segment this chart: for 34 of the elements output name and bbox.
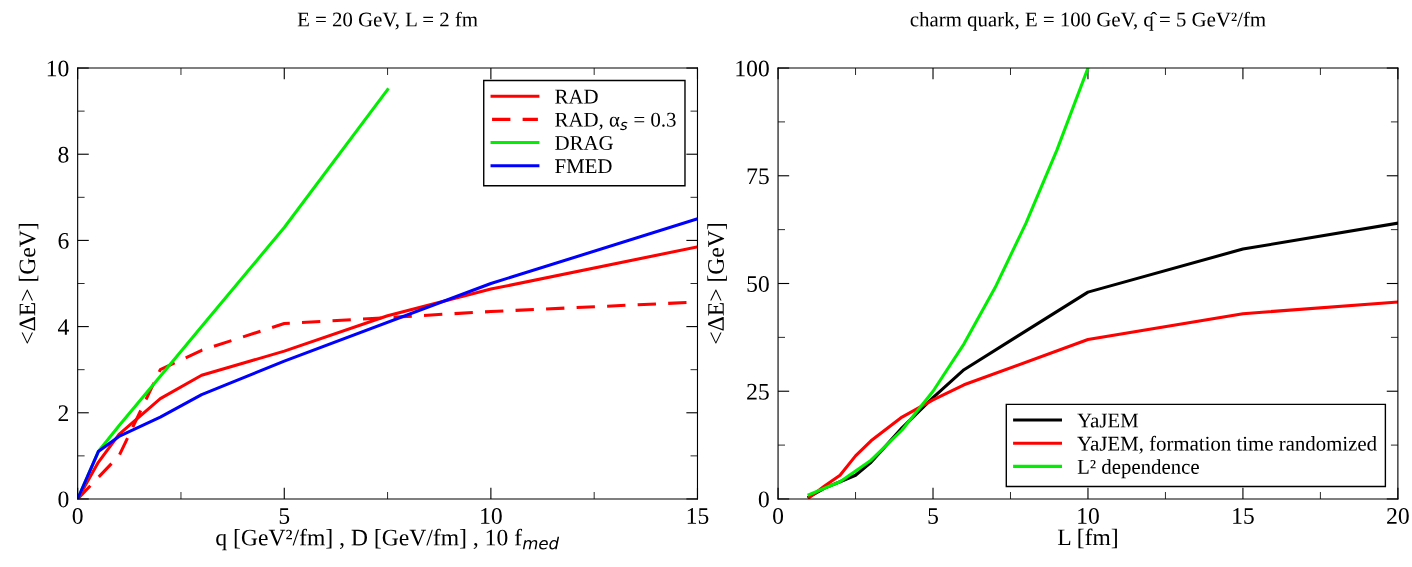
- x-tick-label: 10: [481, 507, 502, 524]
- y-tick-label: 4: [57, 319, 69, 335]
- legend-label: DRAG: [555, 136, 613, 151]
- x-axis-title: q [GeV²/fm] , D [GeV/fm] , 10 f$_{med}$: [216, 528, 560, 551]
- legend-label: RAD, α$_{s}$ = 0.3: [555, 112, 676, 131]
- y-tick-label: 75: [747, 168, 769, 185]
- chart-title: charm quark, E = 100 GeV, q̂ = 5 GeV²/fm: [910, 11, 1266, 31]
- y-tick-label: 10: [47, 60, 69, 77]
- y-tick-label: 25: [747, 383, 769, 400]
- x-tick-label: 15: [687, 508, 709, 524]
- legend-label: FMED: [555, 159, 612, 174]
- y-tick-label: 50: [747, 275, 769, 292]
- x-tick-label: 20: [1387, 507, 1409, 524]
- x-tick-label: 0: [773, 507, 784, 524]
- line-series: [807, 300, 1398, 499]
- y-tick-label: 0: [758, 491, 769, 508]
- y-tick-label: 8: [58, 146, 69, 163]
- legend-label: YaJEM: [1077, 413, 1139, 428]
- y-axis-title: <ΔE> [GeV]: [707, 224, 727, 344]
- x-tick-label: 5: [279, 508, 290, 524]
- chart-title: E = 20 GeV, L = 2 fm: [297, 11, 478, 30]
- y-axis-title: <ΔE> [GeV]: [18, 224, 39, 344]
- y-tick-label: 2: [58, 405, 69, 421]
- legend-label: YaJEM, formation time randomized: [1077, 435, 1377, 454]
- y-tick-label: 100: [736, 60, 769, 77]
- x-tick-label: 10: [1078, 507, 1099, 524]
- x-tick-label: 5: [928, 508, 938, 524]
- legend-label: RAD: [555, 89, 598, 104]
- y-tick-label: 0: [58, 491, 69, 508]
- legend-label: L² dependence: [1077, 459, 1199, 479]
- x-axis-title: L [fm]: [1057, 528, 1117, 549]
- y-tick-label: 6: [58, 232, 69, 249]
- x-tick-label: 15: [1233, 508, 1254, 524]
- x-tick-label: 0: [72, 507, 83, 524]
